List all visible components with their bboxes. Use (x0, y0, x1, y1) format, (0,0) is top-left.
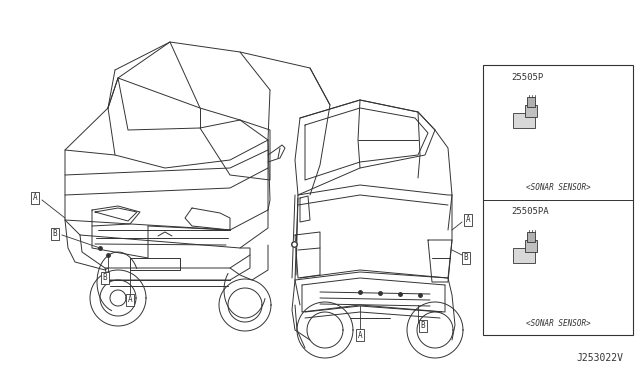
Text: A: A (128, 295, 132, 305)
Bar (525, 105, 537, 117)
Bar (513, 113, 535, 128)
Text: A: A (466, 215, 470, 224)
Text: A: A (33, 193, 37, 202)
Text: A: A (493, 73, 497, 81)
Text: J253022V: J253022V (577, 353, 623, 363)
Bar (527, 97, 535, 107)
Text: B: B (420, 321, 426, 330)
Text: A: A (358, 330, 362, 340)
Text: B: B (493, 208, 497, 217)
Text: <SONAR SENSOR>: <SONAR SENSOR> (525, 318, 590, 327)
Bar (513, 248, 535, 263)
Bar (483, 65, 633, 335)
Text: 25505PA: 25505PA (511, 208, 548, 217)
Text: B: B (102, 273, 108, 282)
Bar (527, 232, 535, 242)
Text: B: B (464, 253, 468, 263)
Text: <SONAR SENSOR>: <SONAR SENSOR> (525, 183, 590, 192)
Bar (525, 240, 537, 252)
Text: 25505P: 25505P (511, 73, 543, 81)
Text: B: B (52, 230, 58, 238)
